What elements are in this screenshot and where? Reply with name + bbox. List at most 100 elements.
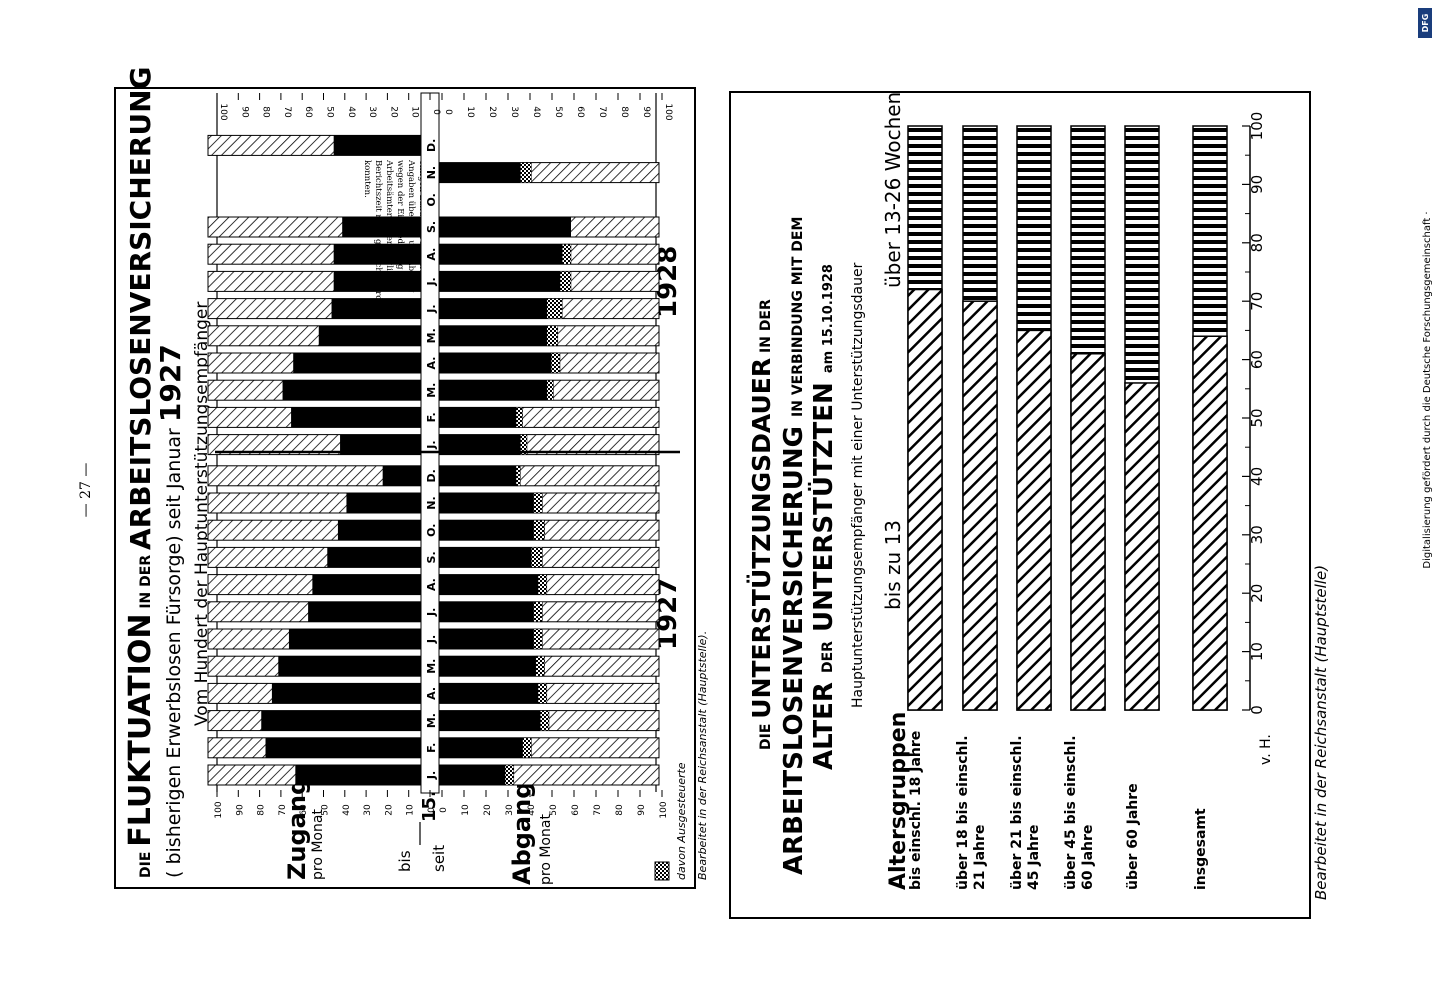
subtitle-tail: seit Januar	[163, 428, 185, 529]
u-title-2: ARBEITSLOSENVERSICHERUNG IN VERBINDUNG M…	[779, 217, 809, 875]
abgang-bar	[439, 710, 541, 731]
ausgesteuerte-bar	[533, 601, 543, 623]
lower-tick-label: 60	[571, 804, 581, 816]
lower-tick-label-top: 40	[531, 106, 541, 118]
u-tick-label: 30	[1248, 525, 1266, 544]
abgang-bar	[439, 244, 563, 265]
month-label: J.	[425, 771, 438, 780]
abgang-bar	[439, 765, 505, 785]
zugang-bar	[342, 217, 421, 237]
fluktuation-title: DIE FLUKTUATION IN DER ARBEITSLOSENVERSI…	[123, 66, 158, 878]
seit-label: seit	[430, 845, 448, 872]
u-unit: v. H.	[1258, 734, 1274, 765]
u-bar-a	[1192, 335, 1228, 711]
month-label: J.	[425, 440, 438, 449]
abgang-bar	[439, 737, 523, 758]
month-label: J.	[425, 635, 438, 644]
upper-tick-label-top: 60	[303, 106, 313, 118]
ausgesteuerte-bar	[520, 434, 528, 455]
lower-tick-label: 10	[461, 804, 471, 816]
u-tick-label: 0	[1248, 705, 1266, 715]
month-label: A.	[425, 687, 438, 700]
lower-tick-label: 40	[527, 804, 537, 816]
upper-tick-label-top: 80	[261, 106, 271, 118]
unterstuetzung-marks: 0 10 20 30 40 50 60 70 80 90 100 bis einschl. 18 Ja…	[907, 112, 1266, 890]
u-category-label: bis einschl. 18 Jahre	[908, 731, 924, 890]
abgang-bar	[439, 380, 547, 401]
u-bar-a	[1016, 329, 1052, 711]
upper-tick-label-top: 40	[346, 106, 356, 118]
month-label: F.	[425, 412, 438, 422]
u-category-label: 45 Jahre	[1026, 825, 1042, 890]
ausgesteuerte-bar	[504, 764, 515, 786]
abgang-bar	[439, 298, 547, 319]
upper-tick-label-top: 70	[282, 106, 292, 118]
description: Vom Hundert der Hauptunterstützungsempfä…	[192, 302, 212, 726]
abgang-bar	[439, 493, 534, 513]
u-tick-label: 20	[1248, 584, 1266, 603]
bis-label: bis	[396, 850, 414, 872]
month-label: O.	[425, 193, 438, 206]
abgang-bar	[439, 547, 532, 568]
month-label: O.	[425, 524, 438, 537]
zugang-bar	[293, 353, 421, 373]
upper-tick-label: 50	[321, 804, 331, 816]
abgang-bar	[439, 271, 560, 292]
u-source: Bearbeitet in der Reichsanstalt (Hauptst…	[1312, 565, 1330, 900]
month-label: J.	[425, 608, 438, 617]
abgang-sub: pro Monat	[538, 814, 554, 885]
month-label: A.	[425, 248, 438, 261]
zugang-bar	[318, 325, 421, 346]
zugang-sub: pro Monat	[310, 809, 326, 880]
month-label: A.	[425, 578, 438, 591]
zugang-bar	[333, 271, 421, 292]
upper-tick-label-top: 10	[410, 106, 420, 118]
lower-tick-label: 0	[439, 807, 449, 813]
legend-text: davon Ausgesteuerte	[675, 762, 688, 880]
abgang-bar	[439, 574, 538, 595]
abgang-bar	[439, 465, 516, 486]
cut-day: 15.	[419, 790, 440, 822]
u-category-label: insgesamt	[1193, 808, 1209, 890]
u-tick-label: 70	[1248, 292, 1266, 311]
lower-tick-label-top: 0	[443, 109, 453, 115]
ausgesteuerte-bar	[546, 379, 554, 401]
title-fluktuation: FLUKTUATION	[123, 614, 158, 847]
upper-tick-label-top: 30	[367, 106, 377, 118]
lower-tick-label-top: 20	[487, 106, 497, 118]
month-label: F.	[425, 743, 438, 753]
u-bar-a	[907, 288, 943, 711]
upper-tick-label-top: 100	[218, 103, 228, 120]
zugang-bar	[265, 737, 421, 758]
dfg-logo-box	[1418, 8, 1432, 38]
u-category-label: über 45 bis einschl.	[1063, 735, 1079, 890]
ausgesteuerte-bar	[522, 737, 532, 759]
panel-frame-2	[729, 91, 1311, 919]
zugang-bar	[331, 298, 421, 319]
month-label: S.	[425, 221, 438, 233]
abgang-bar	[439, 656, 536, 677]
source-text: Bearbeitet in der Reichsanstalt (Hauptst…	[696, 631, 709, 880]
u-category-label: 21 Jahre	[972, 825, 988, 890]
month-label: N.	[425, 496, 438, 509]
upper-tick-label: 90	[235, 804, 245, 816]
upper-tick-label: 80	[257, 804, 267, 816]
ausgesteuerte-bar	[515, 407, 523, 428]
abgang-bar	[439, 325, 547, 346]
u-bar-a	[1070, 353, 1106, 711]
u-category-label: 60 Jahre	[1080, 825, 1096, 890]
zugang-bar	[346, 493, 421, 513]
fluktuation-marks: 1001009090808070706060505040403030202010…	[207, 92, 680, 819]
svg-text:ALTER DER UNTERSTÜTZTEN am 15.: ALTER DER UNTERSTÜTZTEN am 15.10.1928	[806, 264, 839, 770]
upper-tick-label: 100	[214, 801, 224, 818]
abgang-bar	[439, 434, 521, 455]
fluktuation-panel: DIE FLUKTUATION IN DER ARBEITSLOSENVERSI…	[114, 66, 709, 889]
title-year: 1927	[154, 344, 187, 422]
lower-tick-label: 50	[549, 804, 559, 816]
u-category-label: über 60 Jahre	[1125, 783, 1141, 890]
ausgesteuerte-bar	[533, 519, 545, 541]
month-label: M.	[425, 383, 438, 398]
month-label: A.	[425, 357, 438, 370]
lower-tick-label: 20	[483, 804, 493, 816]
dfg-logo: DFG	[1421, 14, 1430, 33]
